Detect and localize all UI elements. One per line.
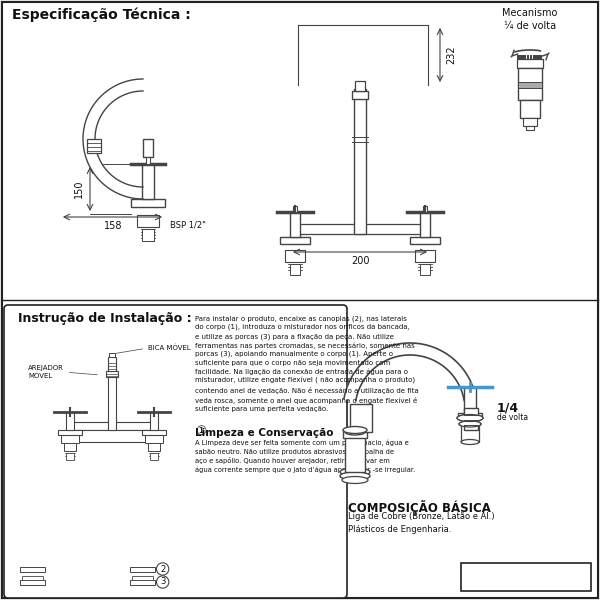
Bar xyxy=(130,580,155,585)
Bar xyxy=(150,453,158,460)
Bar xyxy=(523,55,526,60)
Text: Liga de Cobre (Bronze, Latão e Al.)
Plásticos de Engenharia.: Liga de Cobre (Bronze, Latão e Al.) Plás… xyxy=(348,512,494,534)
Text: 232: 232 xyxy=(446,46,456,64)
Ellipse shape xyxy=(457,415,483,421)
Bar xyxy=(420,264,430,275)
Bar xyxy=(143,139,153,157)
Bar xyxy=(150,412,158,430)
Polygon shape xyxy=(83,79,143,199)
Bar xyxy=(464,387,476,415)
Ellipse shape xyxy=(461,439,479,445)
Text: A Limpeza deve ser feita somente com um pano macio, água e
sabão neutro. Não uti: A Limpeza deve ser feita somente com um … xyxy=(195,440,415,473)
Bar xyxy=(352,91,368,99)
Text: 200: 200 xyxy=(351,256,369,266)
Bar xyxy=(410,237,440,244)
Bar xyxy=(87,139,101,153)
Bar xyxy=(132,576,153,580)
Bar xyxy=(108,357,116,371)
Text: BSP 1/2": BSP 1/2" xyxy=(170,221,206,230)
Bar xyxy=(285,250,305,262)
Ellipse shape xyxy=(340,468,370,476)
Bar xyxy=(290,212,300,237)
Bar xyxy=(526,126,534,130)
Bar xyxy=(290,264,300,275)
Text: Limpeza e Conservação: Limpeza e Conservação xyxy=(195,428,334,438)
Text: COMPOSIÇÃO BÁSICA: COMPOSIÇÃO BÁSICA xyxy=(348,500,491,515)
Ellipse shape xyxy=(343,427,367,433)
Text: de volta: de volta xyxy=(497,413,528,421)
Bar xyxy=(527,55,529,60)
Bar xyxy=(423,206,427,212)
Bar xyxy=(66,453,74,460)
Bar xyxy=(142,430,166,435)
Text: Metal / ¼ de Volta: Metal / ¼ de Volta xyxy=(472,572,580,582)
Bar xyxy=(415,250,435,262)
Text: 2: 2 xyxy=(160,565,165,574)
Text: Instrução de Instalação :: Instrução de Instalação : xyxy=(18,312,191,325)
Bar xyxy=(66,412,74,430)
Bar xyxy=(461,424,479,442)
Bar xyxy=(20,567,45,572)
Bar xyxy=(67,422,157,430)
Bar xyxy=(58,430,82,435)
Bar xyxy=(350,404,372,432)
Bar xyxy=(109,353,115,357)
Text: BICA MÓVEL: BICA MÓVEL xyxy=(115,345,191,353)
Text: ①: ① xyxy=(195,425,206,438)
FancyBboxPatch shape xyxy=(461,563,591,591)
Text: 150: 150 xyxy=(74,180,84,198)
Text: 158: 158 xyxy=(104,221,122,231)
Bar xyxy=(22,576,43,580)
Bar xyxy=(108,365,116,430)
Bar xyxy=(145,435,163,443)
Bar xyxy=(130,567,155,572)
Bar xyxy=(61,435,79,443)
Bar xyxy=(355,81,365,91)
Bar xyxy=(520,55,523,60)
Bar xyxy=(536,55,539,60)
Text: AREJADOR
MÓVEL: AREJADOR MÓVEL xyxy=(28,365,97,379)
Bar xyxy=(523,118,537,126)
Bar xyxy=(518,68,542,100)
Bar xyxy=(64,443,76,451)
Ellipse shape xyxy=(459,421,481,427)
Bar xyxy=(137,215,159,227)
Bar xyxy=(131,199,165,207)
Bar xyxy=(354,89,366,234)
Bar xyxy=(343,430,367,438)
Bar xyxy=(280,237,310,244)
Bar xyxy=(539,55,542,60)
Bar xyxy=(517,59,543,68)
Bar xyxy=(142,229,154,241)
Bar xyxy=(458,413,482,418)
Text: Especificação Técnica :: Especificação Técnica : xyxy=(12,8,191,22)
FancyBboxPatch shape xyxy=(4,305,347,598)
Bar xyxy=(517,55,520,60)
Text: 1/4: 1/4 xyxy=(497,401,519,415)
Bar xyxy=(146,157,150,164)
Ellipse shape xyxy=(345,429,365,435)
Ellipse shape xyxy=(459,421,481,427)
Bar xyxy=(67,430,157,442)
Ellipse shape xyxy=(340,472,370,480)
Bar xyxy=(420,212,430,237)
Bar xyxy=(142,164,154,199)
Bar xyxy=(464,408,478,430)
Text: Mecanismo
¼ de volta: Mecanismo ¼ de volta xyxy=(502,8,557,31)
Bar xyxy=(148,443,160,451)
Bar xyxy=(530,55,532,60)
Bar xyxy=(533,55,536,60)
Bar xyxy=(20,580,45,585)
Bar xyxy=(293,224,427,234)
Polygon shape xyxy=(344,343,476,400)
Ellipse shape xyxy=(342,476,368,484)
Bar xyxy=(520,100,540,118)
Text: 3: 3 xyxy=(160,577,166,587)
Bar xyxy=(345,432,365,472)
Ellipse shape xyxy=(457,415,483,421)
Bar xyxy=(106,371,118,377)
Bar xyxy=(518,82,542,88)
Bar xyxy=(293,206,297,212)
Text: Para instalar o produto, encaixe as canoplas (2), nas laterais
do corpo (1), int: Para instalar o produto, encaixe as cano… xyxy=(195,315,419,412)
